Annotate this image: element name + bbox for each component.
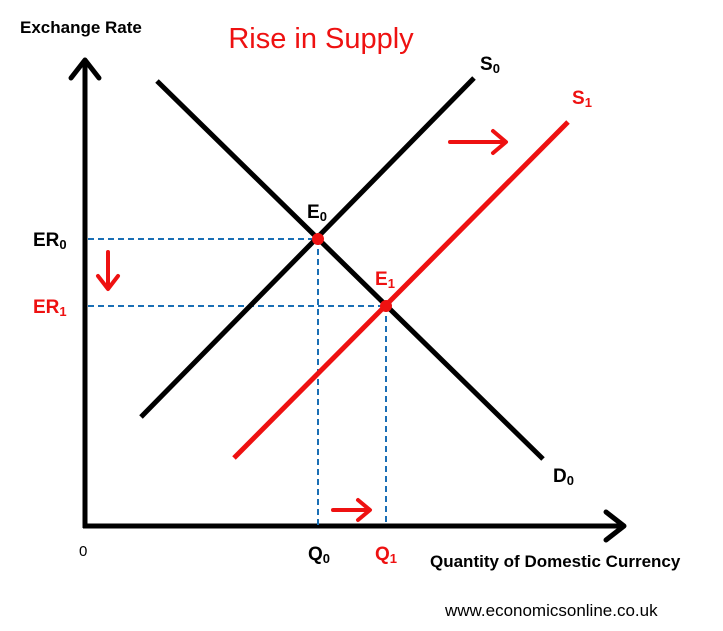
quantity-arrow-right-icon <box>331 498 372 522</box>
y-axis-label: Exchange Rate <box>20 18 142 37</box>
supply-curve-s1 <box>232 120 570 460</box>
axes <box>68 57 627 543</box>
demand-curve-d0 <box>155 79 545 461</box>
er1-label: ER1 <box>33 297 67 319</box>
y-axis-arrowhead <box>68 57 102 81</box>
equilibrium-point-e1 <box>380 300 392 312</box>
x-axis-arrowhead <box>603 509 627 543</box>
q0-label: Q0 <box>308 544 330 566</box>
e0-label: E0 <box>307 202 327 224</box>
guide-lines <box>88 238 387 526</box>
s1-label: S1 <box>572 88 592 110</box>
q1-label: Q1 <box>375 544 397 566</box>
equilibrium-point-e0 <box>312 233 324 245</box>
shift-arrow-right-icon <box>448 129 508 155</box>
source-url: www.economicsonline.co.uk <box>444 601 658 620</box>
supply-curve-s0 <box>139 76 476 419</box>
chart-title: Rise in Supply <box>228 23 414 55</box>
e1-label: E1 <box>375 269 395 291</box>
origin-label: 0 <box>79 543 87 560</box>
fall-arrow-down-icon <box>96 250 120 291</box>
d0-label: D0 <box>553 466 574 488</box>
s0-label: S0 <box>480 54 500 76</box>
x-axis-label: Quantity of Domestic Currency <box>430 552 681 571</box>
er0-label: ER0 <box>33 230 67 252</box>
